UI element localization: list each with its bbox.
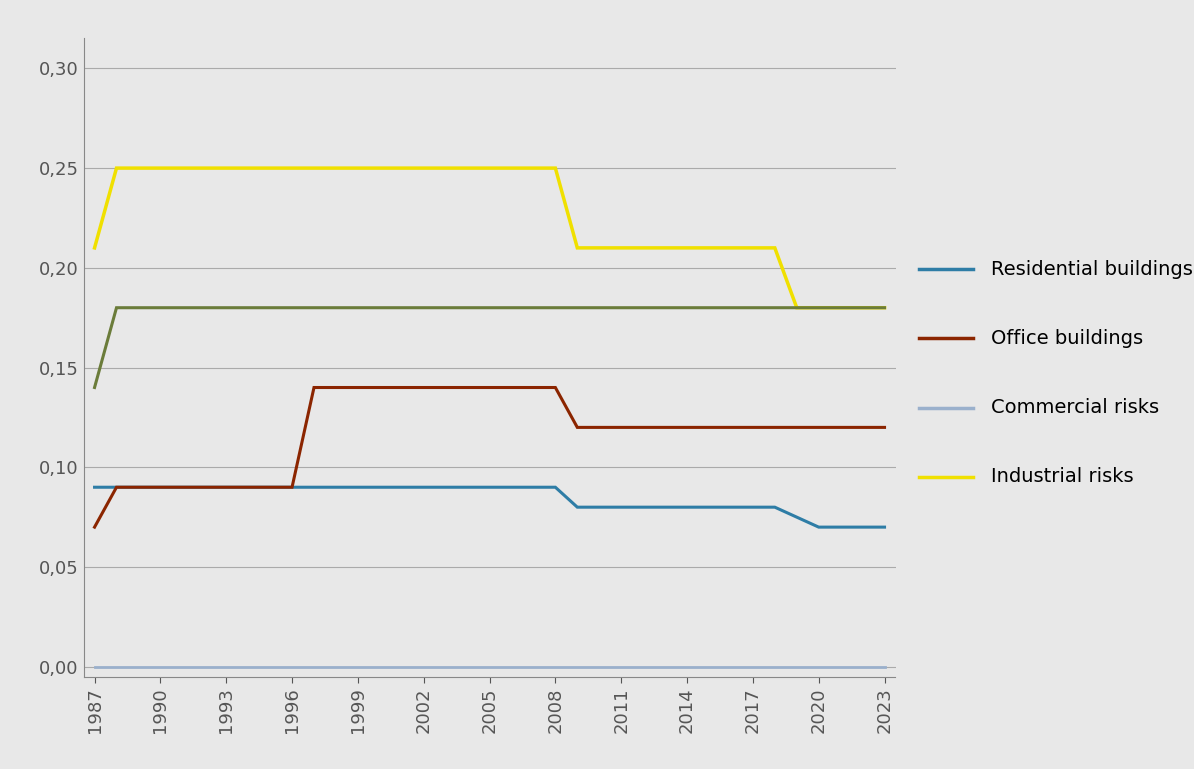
Text: Office buildings: Office buildings <box>991 329 1143 348</box>
Text: Industrial risks: Industrial risks <box>991 468 1133 486</box>
Text: Commercial risks: Commercial risks <box>991 398 1159 417</box>
Text: Residential buildings: Residential buildings <box>991 260 1193 278</box>
